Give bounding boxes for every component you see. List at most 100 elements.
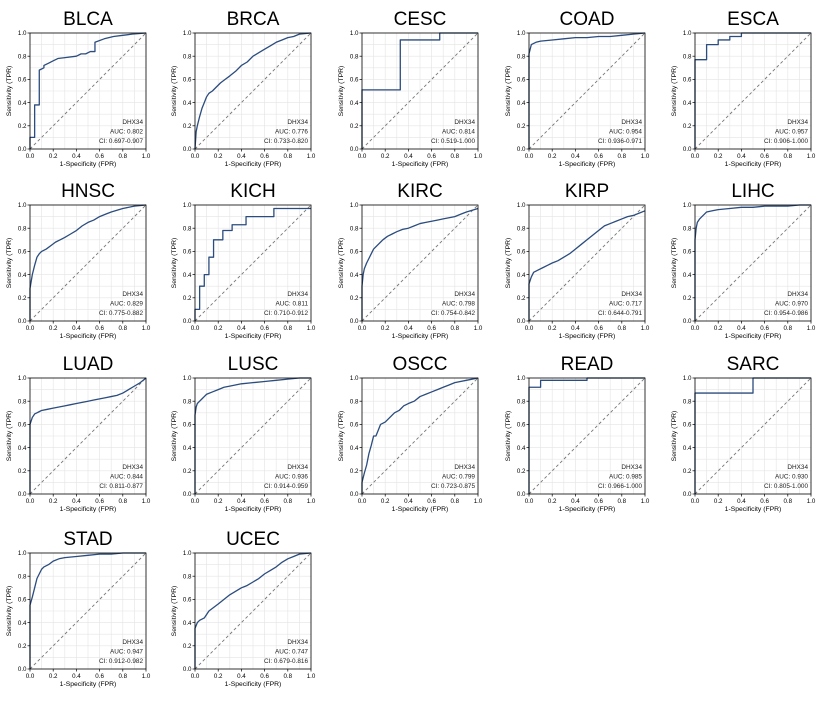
y-tick-label: 0.2 [683,468,692,475]
y-tick-label: 0.0 [517,491,526,498]
x-tick-label: 0.2 [49,153,58,160]
y-tick-label: 0.0 [18,491,27,498]
chart-title: SARC [727,354,780,375]
legend-ci: CI: 0.906-1.000 [764,138,809,145]
roc-panel-coad: 0.00.0 0.2 0.2 0.4 0.4 0.6 0.6 0.8 0.8 1.0 1.0 COAD… [505,9,650,168]
x-axis-label: 1-Specificity (FPR) [559,161,616,168]
x-tick-label: 1.0 [307,498,316,505]
x-axis-label: 1-Specificity (FPR) [559,333,616,340]
y-tick-label: 0.0 [183,666,192,673]
x-tick-label: 0.4 [72,673,81,680]
legend-ci: CI: 0.775-0.882 [99,310,144,317]
plot-frame [528,204,646,322]
chart-title: READ [561,354,614,375]
legend-gene: DHX34 [621,291,642,298]
x-tick-label: 0.8 [118,673,127,680]
roc-panel-sarc: 0.00.0 0.2 0.2 0.4 0.4 0.6 0.6 0.8 0.8 1.0 1.0 SARC… [671,354,816,513]
roc-panel-read: 0.00.0 0.2 0.2 0.4 0.4 0.6 0.6 0.8 0.8 1.0 1.0 READ… [505,354,650,513]
roc-curve [361,207,479,321]
roc-panel-brca: 0.00.0 0.2 0.2 0.4 0.4 0.6 0.6 0.8 0.8 1.0 1.0 BRCA… [171,9,316,168]
x-tick-label: 0.2 [214,153,223,160]
roc-panel-luad: 0.00.0 0.2 0.2 0.4 0.4 0.6 0.6 0.8 0.8 1.0 1.0 LUAD… [6,354,151,513]
y-tick-label: 0.0 [517,318,526,325]
x-tick-label: 0.0 [191,153,200,160]
x-tick-label: 0.2 [714,498,723,505]
x-tick-label: 0.0 [525,498,534,505]
roc-panel-kich: 0.00.0 0.2 0.2 0.4 0.4 0.6 0.6 0.8 0.8 1.0 1.0 KICH… [171,181,316,340]
x-tick-label: 0.2 [214,325,223,332]
y-tick-label: 0.6 [18,597,27,604]
y-tick-label: 0.6 [517,249,526,256]
x-tick-label: 0.4 [571,325,580,332]
y-tick-label: 0.2 [18,123,27,130]
y-tick-label: 0.2 [683,123,692,130]
legend-auc: AUC: 0.799 [442,474,475,481]
y-tick-label: 0.6 [183,422,192,429]
y-tick-label: 0.2 [183,643,192,650]
x-tick-label: 0.6 [95,325,104,332]
y-tick-label: 0.2 [517,295,526,302]
y-tick-label: 0.2 [517,468,526,475]
y-tick-label: 0.8 [683,53,692,60]
x-tick-label: 0.4 [737,153,746,160]
y-tick-label: 0.0 [350,491,359,498]
x-tick-label: 0.8 [783,153,792,160]
x-tick-label: 0.6 [260,153,269,160]
y-tick-label: 0.8 [18,53,27,60]
x-tick-label: 0.2 [214,498,223,505]
y-tick-label: 0.6 [350,77,359,84]
legend-gene: DHX34 [454,464,475,471]
roc-curve [29,204,147,321]
roc-curve [29,377,147,494]
x-axis-label: 1-Specificity (FPR) [392,506,449,513]
y-tick-label: 0.2 [183,468,192,475]
x-tick-label: 0.2 [381,153,390,160]
y-tick-label: 0.8 [683,398,692,405]
y-axis-label: Sensitivity (TPR) [171,238,178,289]
x-tick-label: 0.6 [95,498,104,505]
x-tick-label: 0.4 [571,153,580,160]
y-tick-label: 0.8 [183,225,192,232]
y-tick-label: 0.4 [183,100,192,107]
x-tick-label: 0.4 [404,325,413,332]
y-tick-label: 0.8 [183,53,192,60]
y-tick-label: 0.8 [183,573,192,580]
legend-auc: AUC: 0.747 [275,649,308,656]
y-axis-label: Sensitivity (TPR) [505,238,512,289]
x-tick-label: 1.0 [307,673,316,680]
x-tick-label: 0.4 [571,498,580,505]
x-tick-label: 0.6 [427,498,436,505]
y-tick-label: 0.2 [18,468,27,475]
plot-frame [361,377,479,495]
legend-ci: CI: 0.733-0.820 [264,138,309,145]
x-tick-label: 0.4 [237,673,246,680]
chart-title: KIRP [565,181,609,202]
x-axis-label: 1-Specificity (FPR) [60,161,117,168]
legend-ci: CI: 0.723-0.875 [431,483,476,490]
y-tick-label: 0.0 [517,146,526,153]
chart-title: CESC [394,9,447,30]
y-axis-label: Sensitivity (TPR) [6,586,13,637]
y-tick-label: 0.8 [517,398,526,405]
x-axis-label: 1-Specificity (FPR) [392,161,449,168]
plot-frame [29,32,147,150]
chart-title: STAD [63,529,112,550]
y-tick-label: 0.2 [350,468,359,475]
x-tick-label: 0.0 [191,498,200,505]
legend-auc: AUC: 0.947 [110,649,143,656]
y-tick-label: 0.8 [183,398,192,405]
x-axis-label: 1-Specificity (FPR) [60,506,117,513]
chart-title: LIHC [731,181,774,202]
y-tick-label: 0.8 [350,398,359,405]
x-tick-label: 1.0 [142,673,151,680]
x-tick-label: 0.0 [691,153,700,160]
x-tick-label: 0.0 [26,325,35,332]
y-tick-label: 0.2 [183,295,192,302]
chart-title: LUSC [228,354,279,375]
y-tick-label: 0.0 [683,491,692,498]
y-axis-label: Sensitivity (TPR) [671,238,678,289]
x-tick-label: 0.4 [72,498,81,505]
legend-ci: CI: 0.811-0.877 [99,483,143,490]
y-tick-label: 1.0 [683,375,692,382]
x-tick-label: 0.0 [358,153,367,160]
